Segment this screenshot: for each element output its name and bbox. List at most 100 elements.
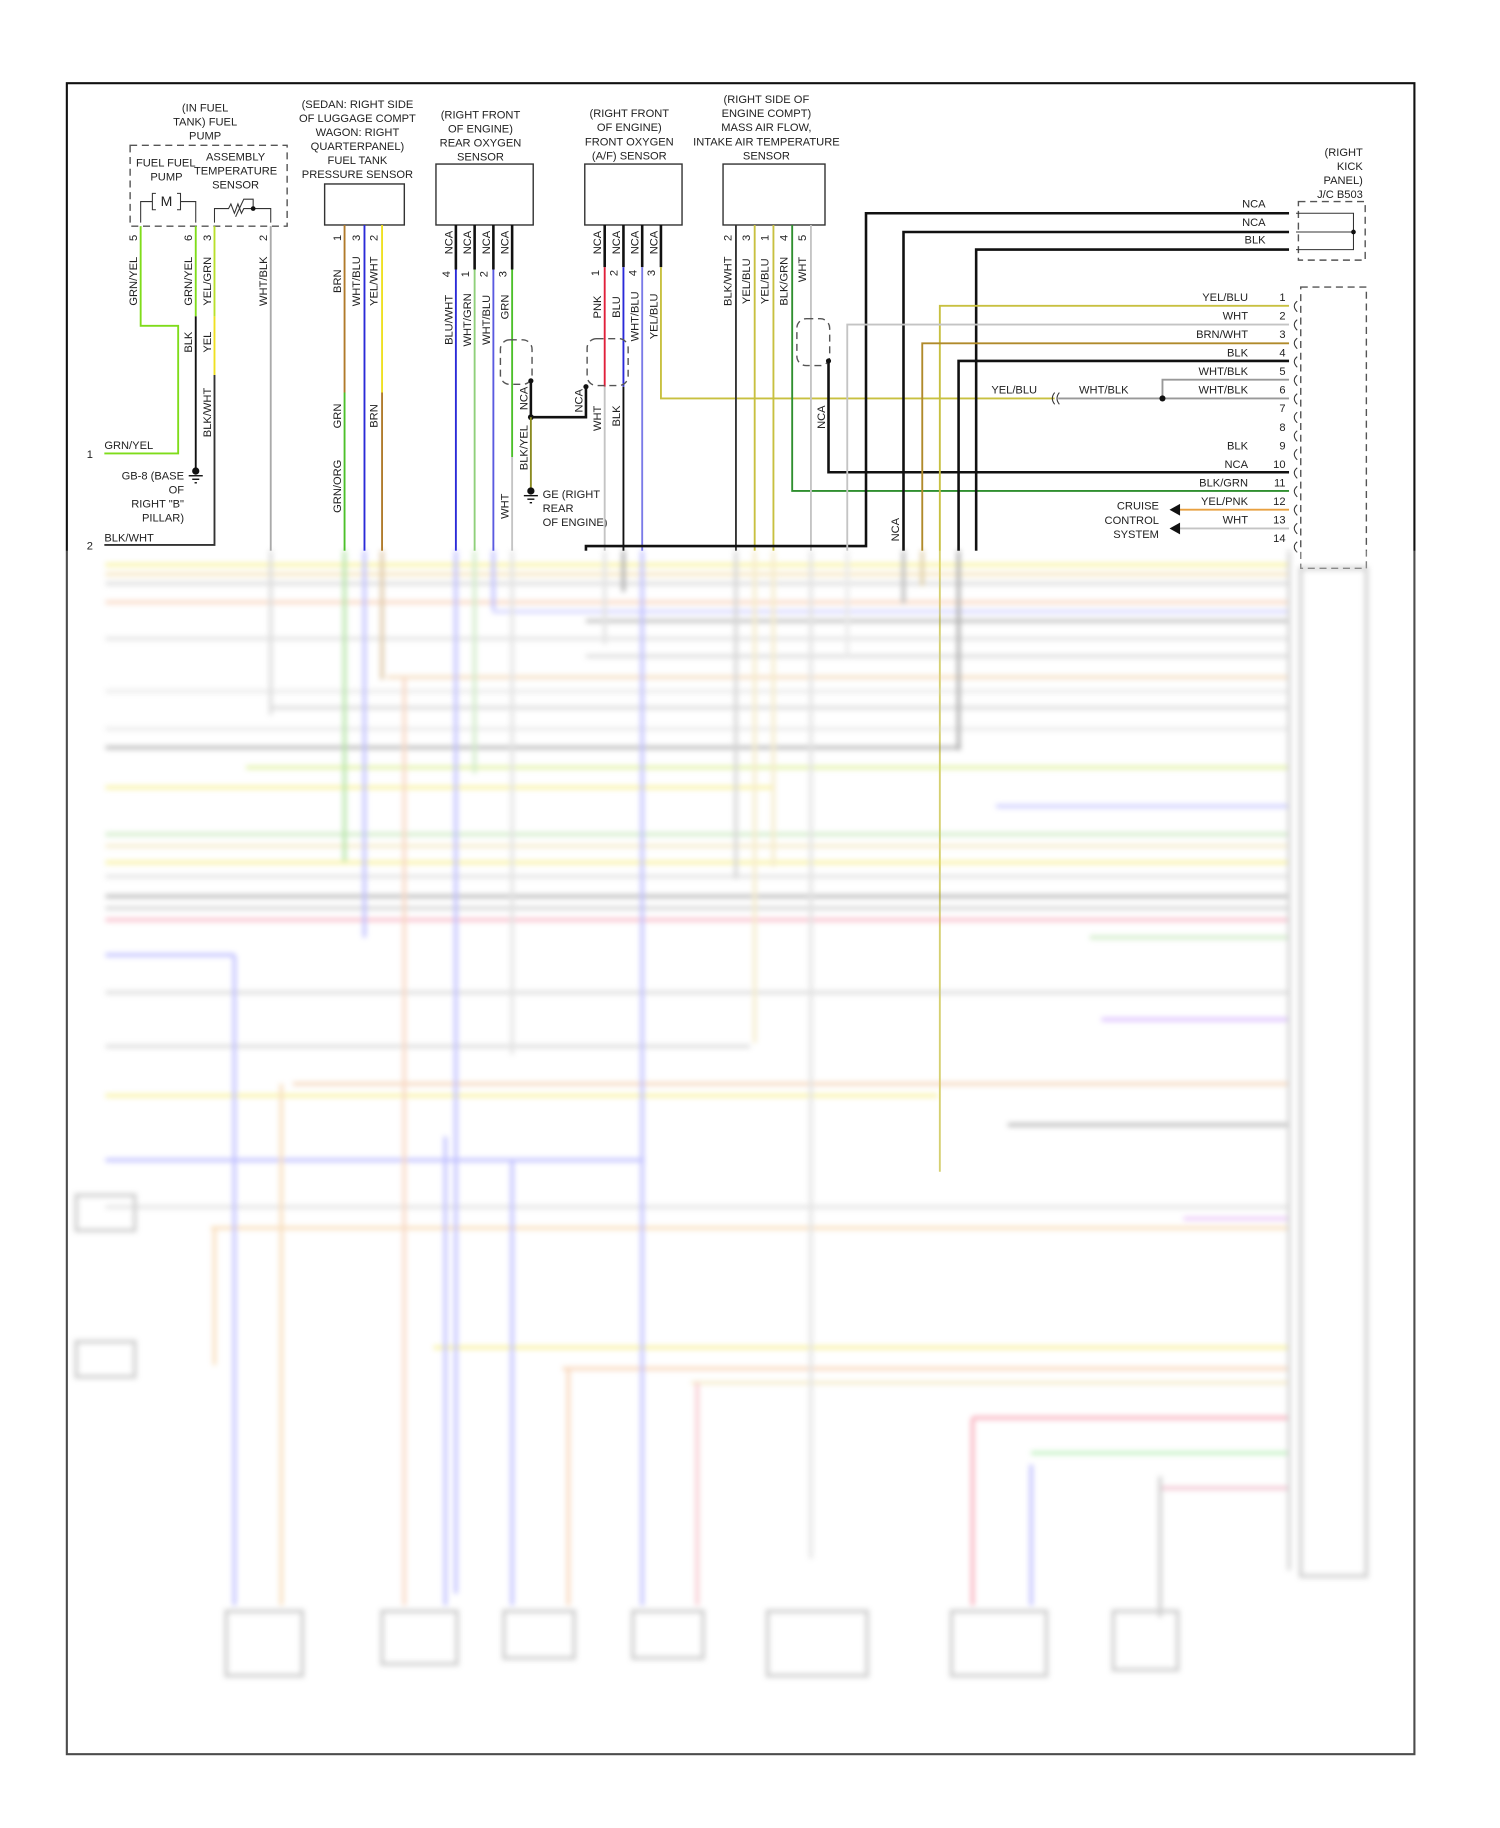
- arrow-icon: [1169, 503, 1181, 535]
- fuel-fuel-label: FUEL FUEL: [136, 157, 196, 169]
- wire-nca: [603, 224, 663, 268]
- motor-icon: M: [140, 192, 197, 223]
- wire-nca: [454, 224, 514, 270]
- connector-pin-label: WHT/BLK: [1199, 385, 1249, 397]
- wire-label: BLK/WHT: [722, 256, 734, 306]
- pin-number: 5: [797, 235, 809, 241]
- connector-pin-number: 2: [1279, 311, 1285, 323]
- wire-nca-shield: [529, 380, 588, 419]
- wire-label: BLK/WHT: [202, 388, 214, 438]
- sensor-title: MASS AIR FLOW,: [721, 122, 811, 134]
- fuel-pump-dashed-box: [129, 144, 288, 227]
- connector-pin-label: NCA: [1225, 459, 1249, 471]
- wire-label: NCA: [648, 230, 660, 254]
- junction-title: (RIGHT: [1325, 147, 1364, 159]
- wire-label: YEL/BLU: [760, 258, 772, 304]
- wire-label: GRN: [500, 295, 512, 320]
- connector-pin-label: BLK/GRN: [1199, 477, 1248, 489]
- junction-block-b503: (RIGHT KICK PANEL) J/C B503 NCA NCA BLK: [1242, 147, 1366, 261]
- wire-wht-blk: [1161, 378, 1290, 399]
- shield-icon: [796, 318, 831, 367]
- connector-terminal-icon: [1293, 522, 1298, 535]
- connector-terminal-icon: [1293, 541, 1298, 553]
- connector-terminal-icon: [1293, 393, 1298, 405]
- wire-label: GRN/YEL: [183, 257, 195, 306]
- connector-terminal-icon: [1293, 430, 1298, 442]
- connector-pin-number: 10: [1273, 459, 1285, 471]
- wire-label: PNK: [592, 295, 604, 318]
- component-box: [74, 1339, 137, 1379]
- wire-label: YEL/BLU: [991, 385, 1037, 397]
- component-box: [1298, 566, 1369, 1578]
- wire-label: NCA: [443, 230, 455, 254]
- wire-label: NCA: [592, 230, 604, 254]
- wire-label: WHT: [797, 257, 809, 283]
- connector-terminal-icon: [1293, 319, 1298, 331]
- sensor-title: SENSOR: [457, 152, 504, 164]
- component-box: [380, 1609, 459, 1666]
- connector-pin-number: 13: [1273, 514, 1285, 526]
- sensor-box: [722, 163, 826, 226]
- motor-symbol: M: [161, 193, 173, 209]
- connector-pin-number: 3: [1279, 329, 1285, 341]
- wire-label: WHT/BLU: [630, 291, 642, 341]
- diagram-border: [65, 82, 1416, 1756]
- wire-label: NCA: [630, 230, 642, 254]
- wire-label: NCA: [462, 230, 474, 254]
- ground-icon: [523, 487, 538, 504]
- wire-label: NCA: [500, 230, 512, 254]
- pin-number: 4: [778, 235, 790, 241]
- wire-label: BLK: [1245, 235, 1267, 247]
- wire-grn-yel: [104, 226, 180, 455]
- wire-label: NCA: [518, 386, 530, 410]
- wire-blk: [957, 359, 1290, 551]
- connector-terminal-icon: [1293, 374, 1298, 387]
- pin-number: 4: [627, 270, 639, 276]
- connector-pin-label: YEL/PNK: [1201, 496, 1249, 508]
- ground-label: GE (RIGHT: [543, 489, 601, 501]
- sensor-title: (A/F) SENSOR: [592, 150, 667, 162]
- fuel-pump-title: PUMP: [189, 130, 221, 142]
- pin-number: 3: [351, 235, 363, 241]
- terminal-label: GRN/YEL: [104, 440, 153, 452]
- thermistor-icon: [213, 198, 272, 223]
- connector-terminal-icon: [1293, 504, 1298, 516]
- connector-pin-label: BRN/WHT: [1196, 329, 1248, 341]
- sensor-label: SENSOR: [212, 180, 259, 192]
- pin-number: 1: [332, 235, 344, 241]
- wire-label: BRN: [368, 404, 380, 428]
- wire-label: NCA: [1242, 217, 1266, 229]
- connector-terminal-icon: [1293, 467, 1298, 479]
- component-box: [765, 1609, 869, 1678]
- sensor-title: OF ENGINE): [448, 123, 513, 135]
- connector-pin-label: WHT: [1223, 514, 1249, 526]
- wire-label: BLK/YEL: [518, 425, 530, 470]
- ground-label: OF ENGINE): [543, 517, 608, 529]
- assembly-label: ASSEMBLY: [206, 152, 266, 164]
- wire-label: YEL/BLU: [648, 294, 660, 340]
- sensor-title: OF ENGINE): [597, 122, 662, 134]
- sensor-title: FUEL TANK: [328, 155, 388, 167]
- connector-terminal-icon: [1293, 485, 1298, 498]
- pin-number: 1: [460, 271, 472, 277]
- connector-pin-label: WHT/BLK: [1199, 366, 1249, 378]
- wire-label: WHT/BLK: [258, 256, 270, 306]
- ground-icon: [188, 467, 203, 484]
- wire-wht: [846, 323, 1290, 551]
- pin-number: 6: [183, 235, 195, 241]
- wire-label: GRN/YEL: [128, 257, 140, 306]
- pin-number: 3: [741, 235, 753, 241]
- wire-label: WHT/BLU: [351, 256, 363, 306]
- component-box: [502, 1609, 576, 1660]
- cruise-label: SYSTEM: [1113, 529, 1159, 541]
- wire-label: BLK/GRN: [778, 257, 790, 306]
- component-box: [74, 1193, 137, 1233]
- wire-label: NCA: [481, 230, 493, 254]
- connector-terminal-icon: [1293, 356, 1298, 368]
- wire-label: WHT/BLU: [481, 295, 493, 345]
- wire-label: NCA: [573, 388, 585, 412]
- component-box: [631, 1609, 705, 1660]
- wire-brn-wht: [921, 342, 1290, 551]
- sensor-title: (RIGHT FRONT: [590, 108, 670, 120]
